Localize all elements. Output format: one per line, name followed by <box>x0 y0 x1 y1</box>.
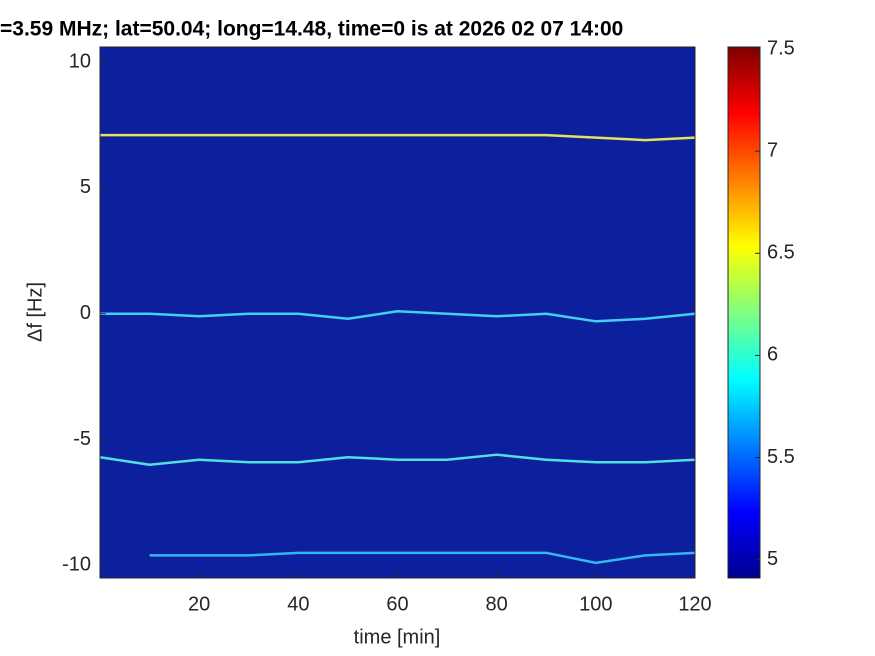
colorbar-tick-label: 7 <box>767 139 778 161</box>
colorbar-tick-label: 5.5 <box>767 446 795 468</box>
chart-title: =3.59 MHz; lat=50.04; long=14.48, time=0… <box>0 18 623 41</box>
y-tick-label: 5 <box>80 176 91 198</box>
y-axis-label: Δf [Hz] <box>24 282 46 342</box>
x-axis-label: time [min] <box>354 626 441 648</box>
x-tick-label: 100 <box>579 593 612 615</box>
x-tick-label: 120 <box>678 593 711 615</box>
x-tick-label: 20 <box>188 593 210 615</box>
signal-trace <box>100 133 695 142</box>
colorbar-tick-label: 7.5 <box>767 37 795 59</box>
y-tick-label: -10 <box>62 554 91 576</box>
x-tick-label: 60 <box>386 593 408 615</box>
signal-trace <box>149 551 695 565</box>
x-tick-label: 80 <box>486 593 508 615</box>
colorbar-tick-label: 5 <box>767 548 778 570</box>
colorbar <box>727 46 761 579</box>
colorbar-tick-label: 6.5 <box>767 242 795 264</box>
colorbar-tick-label: 6 <box>767 344 778 366</box>
signal-trace <box>100 309 695 323</box>
y-tick-label: 0 <box>80 302 91 324</box>
signal-trace <box>100 453 695 467</box>
y-tick-label: 10 <box>69 50 91 72</box>
y-tick-label: -5 <box>73 428 91 450</box>
x-tick-label: 40 <box>287 593 309 615</box>
